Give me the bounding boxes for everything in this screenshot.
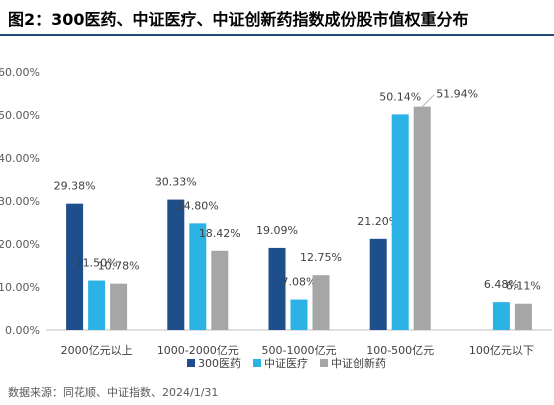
legend-label: 中证创新药 bbox=[331, 356, 386, 370]
legend-swatch bbox=[320, 359, 328, 367]
legend-label: 中证医疗 bbox=[264, 356, 308, 370]
bar bbox=[110, 283, 128, 330]
legend-swatch bbox=[187, 359, 195, 367]
data-label: 19.09% bbox=[256, 224, 298, 237]
data-label: 30.33% bbox=[155, 176, 197, 189]
data-label: 18.42% bbox=[199, 227, 241, 240]
bar bbox=[88, 280, 106, 330]
title-underline bbox=[0, 34, 554, 36]
bar bbox=[413, 106, 431, 331]
y-tick-label: 30.00% bbox=[0, 195, 40, 208]
bar bbox=[189, 223, 207, 330]
x-tick-label: 100亿元以下 bbox=[469, 344, 534, 357]
source-note: 数据来源：同花顺、中证指数、2024/1/31 bbox=[8, 386, 219, 399]
data-label: 21.20% bbox=[357, 215, 399, 228]
y-tick-label: 0.00% bbox=[5, 324, 40, 337]
bar bbox=[167, 199, 185, 330]
y-tick-label: 10.00% bbox=[0, 281, 40, 294]
bar bbox=[312, 275, 330, 330]
data-label: 24.80% bbox=[177, 199, 219, 212]
data-label-leader bbox=[421, 94, 435, 107]
chart-title: 图2：300医药、中证医疗、中证创新药指数成份股市值权重分布 bbox=[8, 10, 469, 29]
data-label: 29.38% bbox=[54, 180, 96, 193]
data-label: 10.78% bbox=[98, 260, 140, 273]
data-label: 7.08% bbox=[282, 276, 317, 289]
data-label: 50.14% bbox=[379, 90, 421, 103]
y-tick-label: 60.00% bbox=[0, 66, 40, 79]
y-tick-label: 20.00% bbox=[0, 238, 40, 251]
bar bbox=[369, 238, 387, 330]
bar bbox=[66, 203, 84, 330]
data-label: 6.48% bbox=[484, 278, 519, 291]
data-label: 11.50% bbox=[76, 257, 118, 270]
bar bbox=[211, 250, 229, 330]
data-label: 6.11% bbox=[506, 280, 541, 293]
x-tick-label: 2000亿元以上 bbox=[61, 344, 133, 357]
bar bbox=[391, 114, 409, 330]
y-tick-label: 40.00% bbox=[0, 152, 40, 165]
x-tick-label: 100-500亿元 bbox=[366, 344, 434, 357]
bar bbox=[492, 302, 510, 330]
bar bbox=[514, 303, 532, 330]
data-label: 51.94% bbox=[436, 88, 478, 101]
y-tick-label: 50.00% bbox=[0, 109, 40, 122]
legend-label: 300医药 bbox=[198, 357, 241, 370]
bar bbox=[268, 247, 286, 330]
bar bbox=[290, 299, 308, 330]
legend-swatch bbox=[253, 359, 261, 367]
data-label: 12.75% bbox=[300, 251, 342, 264]
x-tick-label: 500-1000亿元 bbox=[262, 344, 337, 357]
x-tick-label: 1000-2000亿元 bbox=[157, 344, 239, 357]
